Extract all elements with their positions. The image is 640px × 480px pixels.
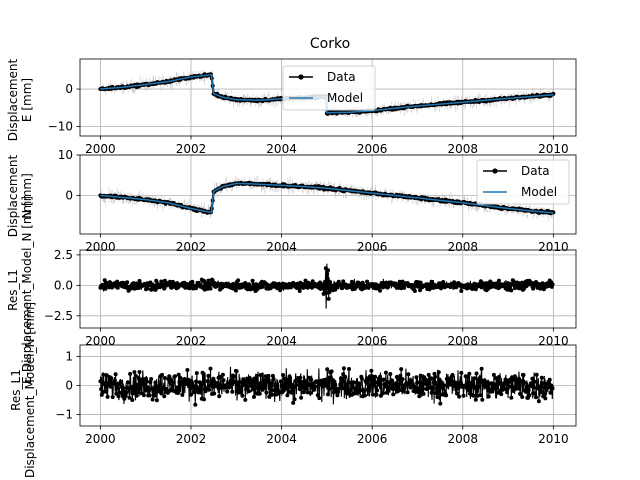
north-xtick-label: 2008 [447, 240, 478, 254]
east-legend: Data Model [282, 65, 376, 111]
res-n-xtick-label: 2008 [447, 432, 478, 446]
res-e-xtick-label: 2002 [176, 334, 207, 348]
east-ylabel-line2: E [mm] [20, 78, 34, 122]
north-legend: Data Model [476, 159, 570, 205]
res-e-ytick-label: −2.5 [44, 309, 73, 323]
east-xtick-label: 2008 [447, 142, 478, 156]
east-axes-frame [79, 58, 577, 137]
res-n-xtick-label: 2000 [85, 432, 116, 446]
res-e-xtick-label: 2004 [266, 334, 297, 348]
north-model-line [100, 182, 554, 214]
res-n-xtick-label: 2010 [538, 432, 569, 446]
north-ytick-label: 0 [65, 189, 73, 203]
res-n-xtick-label: 2006 [357, 432, 388, 446]
res-e-residual-markers [98, 266, 555, 301]
panel-east: 2000 2002 2004 2006 2008 2010 −10 0 Displacemen… [6, 58, 577, 156]
north-axes-frame [79, 154, 577, 235]
legend-data-marker [492, 168, 498, 174]
legend-data-label: Data [521, 164, 550, 178]
east-xtick-label: 2002 [176, 142, 207, 156]
res-e-ticks: 2000 2002 2004 2006 2008 2010 −2.5 0.0 2.5 [44, 248, 569, 348]
res-n-ytick-label: −1 [55, 407, 73, 421]
north-xtick-label: 2004 [266, 240, 297, 254]
north-ylabel-line2: N [mm] [20, 173, 34, 219]
res-n-series [98, 366, 555, 407]
north-xtick-label: 2000 [85, 240, 116, 254]
north-ytick-label: 10 [58, 148, 73, 162]
legend-data-label: Data [327, 70, 356, 84]
res-n-xtick-label: 2002 [176, 432, 207, 446]
res-e-ylabel-line1: Res_L1 [6, 269, 20, 311]
res-e-ytick-label: 0.0 [54, 278, 73, 292]
legend-model-label: Model [521, 185, 557, 199]
east-ylabel-line1: Displacement [6, 58, 20, 141]
north-xtick-label: 2006 [357, 240, 388, 254]
east-xtick-label: 2006 [357, 142, 388, 156]
chart-title: Corko [310, 36, 350, 52]
res-e-xtick-label: 2010 [538, 334, 569, 348]
legend-data-marker [298, 74, 304, 80]
north-xtick-label: 2010 [538, 240, 569, 254]
res-n-ticks: 2000 2002 2004 2006 2008 2010 −1 0 1 [55, 350, 568, 446]
res-e-xtick-label: 2000 [85, 334, 116, 348]
res-e-xtick-label: 2006 [357, 334, 388, 348]
res-n-ytick-label: 0 [65, 379, 73, 393]
res-e-xtick-label: 2008 [447, 334, 478, 348]
res-e-ylabel-line2: E-Displacement_Model_N [mm] [20, 196, 34, 384]
east-xtick-label: 2004 [266, 142, 297, 156]
panel-north: 2000 2002 2004 2006 2008 2010 0 10 Displacement… [6, 148, 577, 254]
east-xtick-label: 2010 [538, 142, 569, 156]
res-n-residual-markers [98, 366, 555, 407]
north-xtick-label: 2002 [176, 240, 207, 254]
res-n-ylabel-line2: Displacement_Model_N [mm] [23, 302, 37, 478]
panel-res-n: 2000 2002 2004 2006 2008 2010 −1 0 1 Res_L1 Disp… [9, 302, 577, 478]
res-e-ytick-label: 2.5 [54, 248, 73, 262]
east-ticks: 2000 2002 2004 2006 2008 2010 −10 0 [48, 82, 569, 156]
res-e-axes-frame [79, 249, 577, 329]
east-ytick-label: 0 [65, 82, 73, 96]
legend-model-label: Model [327, 91, 363, 105]
north-series [98, 180, 556, 216]
res-n-ytick-label: 1 [65, 350, 73, 364]
north-ticks: 2000 2002 2004 2006 2008 2010 0 10 [58, 148, 569, 254]
north-ylabel-line1: Displacement [6, 154, 20, 237]
res-n-xtick-label: 2004 [266, 432, 297, 446]
panel-res-e: 2000 2002 2004 2006 2008 2010 −2.5 0.0 2.5 Res_L… [6, 196, 577, 384]
res-n-ylabel-line1: Res_L1 [9, 369, 23, 411]
east-ytick-label: −10 [48, 120, 73, 134]
east-xtick-label: 2000 [85, 142, 116, 156]
res-e-series [98, 263, 555, 309]
